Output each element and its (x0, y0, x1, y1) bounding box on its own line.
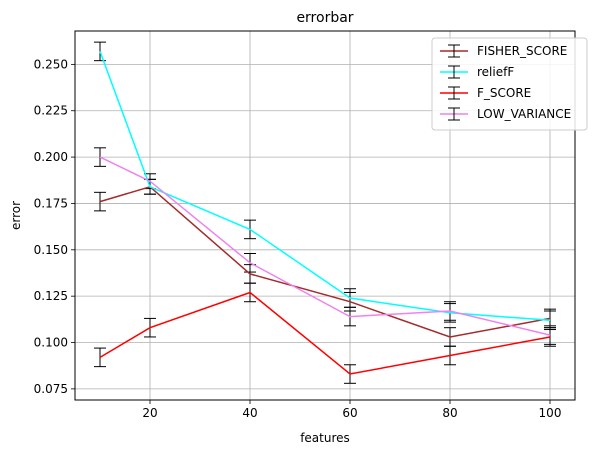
x-tick-label: 20 (142, 406, 157, 420)
series-line (99, 51, 551, 322)
legend-label: reliefF (477, 65, 514, 79)
series-lines (99, 51, 551, 375)
y-tick-label: 0.125 (34, 289, 68, 303)
plot-frame (74, 30, 576, 401)
y-axis-ticks: 0.075 0.100 0.125 0.150 0.175 0.200 0.225 0.250 (34, 57, 75, 396)
x-tick-label: 40 (242, 406, 257, 420)
legend-label: FISHER_SCORE (477, 44, 567, 58)
grid (75, 31, 575, 400)
errorbars (94, 41, 556, 384)
x-axis-ticks: 20 40 60 80 100 (142, 400, 561, 420)
legend-label: LOW_VARIANCE (477, 107, 571, 121)
x-tick-label: 80 (442, 406, 457, 420)
legend-label: F_SCORE (477, 86, 531, 100)
legend: FISHER_SCORE reliefF F_SCORE LOW_VARIANCE (431, 37, 588, 131)
y-tick-label: 0.175 (34, 196, 68, 210)
x-tick-label: 60 (342, 406, 357, 420)
y-axis-label: error (9, 201, 23, 230)
legend-box (431, 37, 588, 131)
y-tick-label: 0.250 (34, 57, 68, 71)
y-tick-label: 0.150 (34, 243, 68, 257)
x-tick-label: 100 (539, 406, 562, 420)
series-line (99, 291, 551, 375)
series-line (99, 185, 551, 338)
chart-title: errorbar (296, 10, 353, 26)
y-tick-label: 0.225 (34, 104, 68, 118)
x-axis-label: features (300, 431, 350, 445)
y-tick-label: 0.100 (34, 336, 68, 350)
y-tick-label: 0.200 (34, 150, 68, 164)
y-tick-label: 0.075 (34, 382, 68, 396)
series-line (99, 156, 551, 336)
